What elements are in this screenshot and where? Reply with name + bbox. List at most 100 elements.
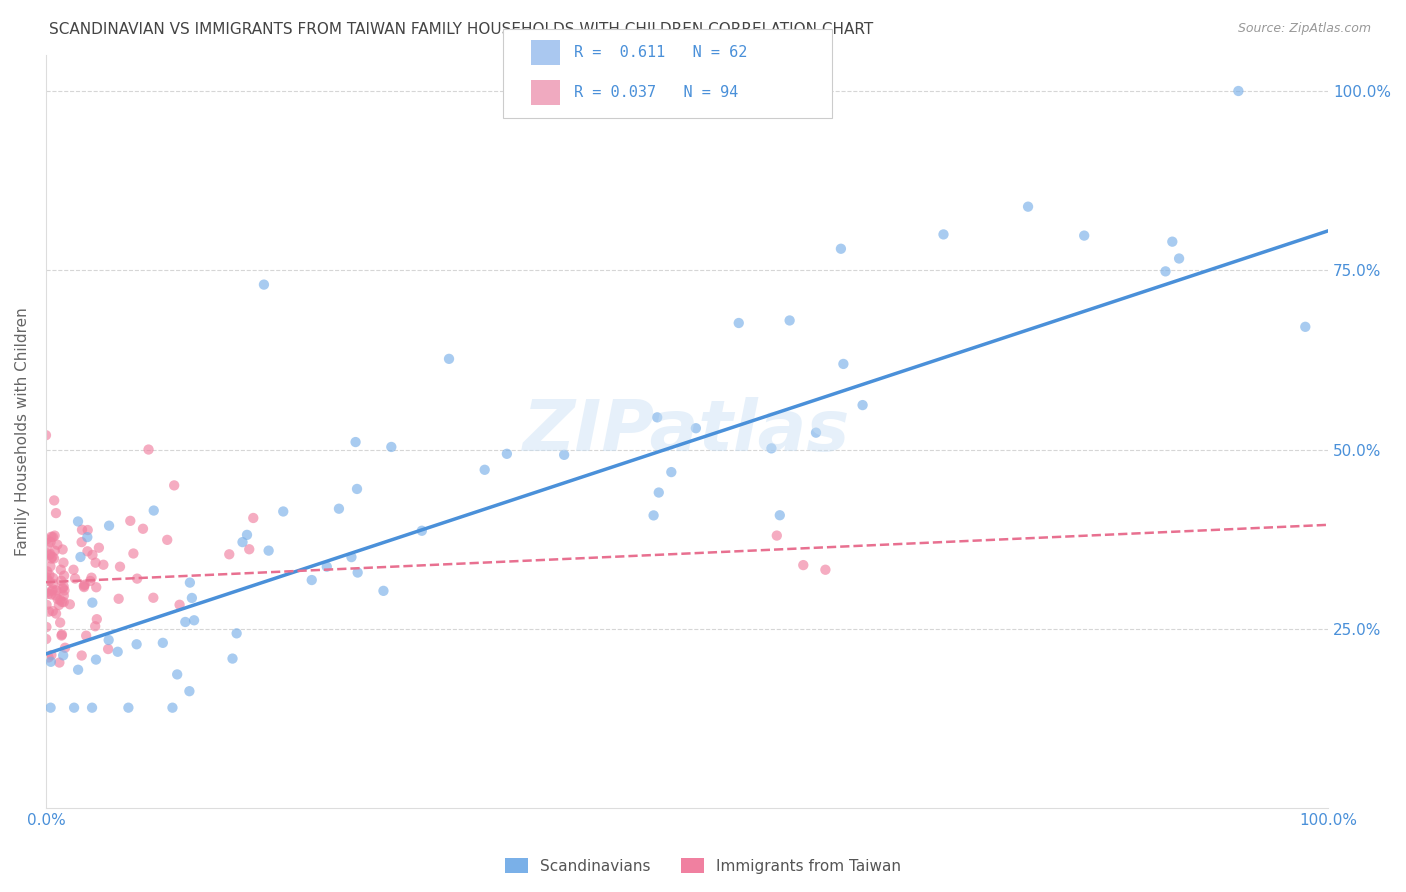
Point xyxy=(373,583,395,598)
Point xyxy=(87,541,110,555)
Point xyxy=(52,556,75,570)
Point xyxy=(52,542,75,557)
Point xyxy=(830,242,852,256)
Point xyxy=(727,316,749,330)
Point xyxy=(42,530,65,544)
Point xyxy=(411,524,433,538)
Point xyxy=(97,633,120,648)
Point xyxy=(59,597,82,611)
Point xyxy=(1154,264,1177,278)
Point xyxy=(166,667,188,681)
Point xyxy=(156,533,179,547)
Point xyxy=(645,410,668,425)
Point xyxy=(44,493,66,508)
Point xyxy=(39,535,62,549)
Point xyxy=(792,558,814,573)
Point xyxy=(127,572,149,586)
Point xyxy=(179,684,201,698)
Point xyxy=(932,227,955,242)
Point xyxy=(84,619,107,633)
Point xyxy=(49,615,72,630)
Point xyxy=(685,421,707,435)
Point xyxy=(38,568,60,582)
Point xyxy=(659,465,682,479)
Point xyxy=(42,582,65,597)
Point xyxy=(643,508,665,523)
Point xyxy=(35,598,58,612)
Point xyxy=(1161,235,1184,249)
Point xyxy=(648,485,671,500)
Point xyxy=(1168,252,1191,266)
Point xyxy=(138,442,160,457)
Point xyxy=(35,632,58,646)
Point xyxy=(553,448,575,462)
Point xyxy=(45,607,67,621)
Point xyxy=(231,535,253,549)
Point xyxy=(765,528,787,542)
Point xyxy=(86,612,108,626)
Point xyxy=(35,533,58,547)
Point xyxy=(46,592,69,607)
Point xyxy=(315,559,337,574)
Point xyxy=(39,559,62,574)
Point xyxy=(48,598,70,612)
Point xyxy=(42,604,65,618)
Point xyxy=(52,589,75,603)
Point xyxy=(82,596,104,610)
Point xyxy=(37,537,59,551)
Point xyxy=(107,591,129,606)
Point xyxy=(51,574,73,588)
Point xyxy=(37,565,59,579)
Point xyxy=(122,547,145,561)
Point xyxy=(142,591,165,605)
Text: R = 0.037   N = 94: R = 0.037 N = 94 xyxy=(574,86,738,100)
Point xyxy=(98,518,121,533)
Point xyxy=(70,535,93,549)
Point xyxy=(53,568,76,582)
Point xyxy=(62,563,84,577)
Point xyxy=(35,570,58,584)
Point xyxy=(66,515,89,529)
Point xyxy=(35,546,58,560)
Legend: Scandinavians, Immigrants from Taiwan: Scandinavians, Immigrants from Taiwan xyxy=(499,852,907,880)
Point xyxy=(84,580,107,594)
Point xyxy=(63,572,86,586)
Text: SCANDINAVIAN VS IMMIGRANTS FROM TAIWAN FAMILY HOUSEHOLDS WITH CHILDREN CORRELATI: SCANDINAVIAN VS IMMIGRANTS FROM TAIWAN F… xyxy=(49,22,873,37)
Point xyxy=(44,528,66,542)
Point xyxy=(44,543,66,558)
Point xyxy=(93,558,115,572)
Point xyxy=(45,583,67,598)
Point xyxy=(301,573,323,587)
Point xyxy=(82,548,104,562)
Point xyxy=(35,428,58,442)
Point xyxy=(271,504,294,518)
Point xyxy=(236,528,259,542)
Point xyxy=(51,595,73,609)
Point xyxy=(37,574,59,588)
Point xyxy=(39,700,62,714)
Point xyxy=(38,574,60,589)
Point xyxy=(52,648,75,663)
Y-axis label: Family Households with Children: Family Households with Children xyxy=(15,307,30,556)
Point xyxy=(52,579,75,593)
Point xyxy=(41,583,63,598)
Point xyxy=(79,574,101,588)
Point xyxy=(38,548,60,562)
Point xyxy=(162,700,184,714)
Point xyxy=(42,577,65,591)
Point xyxy=(328,501,350,516)
Point xyxy=(474,463,496,477)
Point xyxy=(180,591,202,605)
Point xyxy=(76,544,98,558)
Point xyxy=(1073,228,1095,243)
Point xyxy=(174,615,197,629)
Point xyxy=(125,637,148,651)
Point xyxy=(46,538,69,552)
Text: Source: ZipAtlas.com: Source: ZipAtlas.com xyxy=(1237,22,1371,36)
Point xyxy=(39,587,62,601)
Point xyxy=(769,508,792,523)
Point xyxy=(437,351,460,366)
Point xyxy=(69,549,91,564)
Point xyxy=(152,636,174,650)
Point xyxy=(37,587,59,601)
